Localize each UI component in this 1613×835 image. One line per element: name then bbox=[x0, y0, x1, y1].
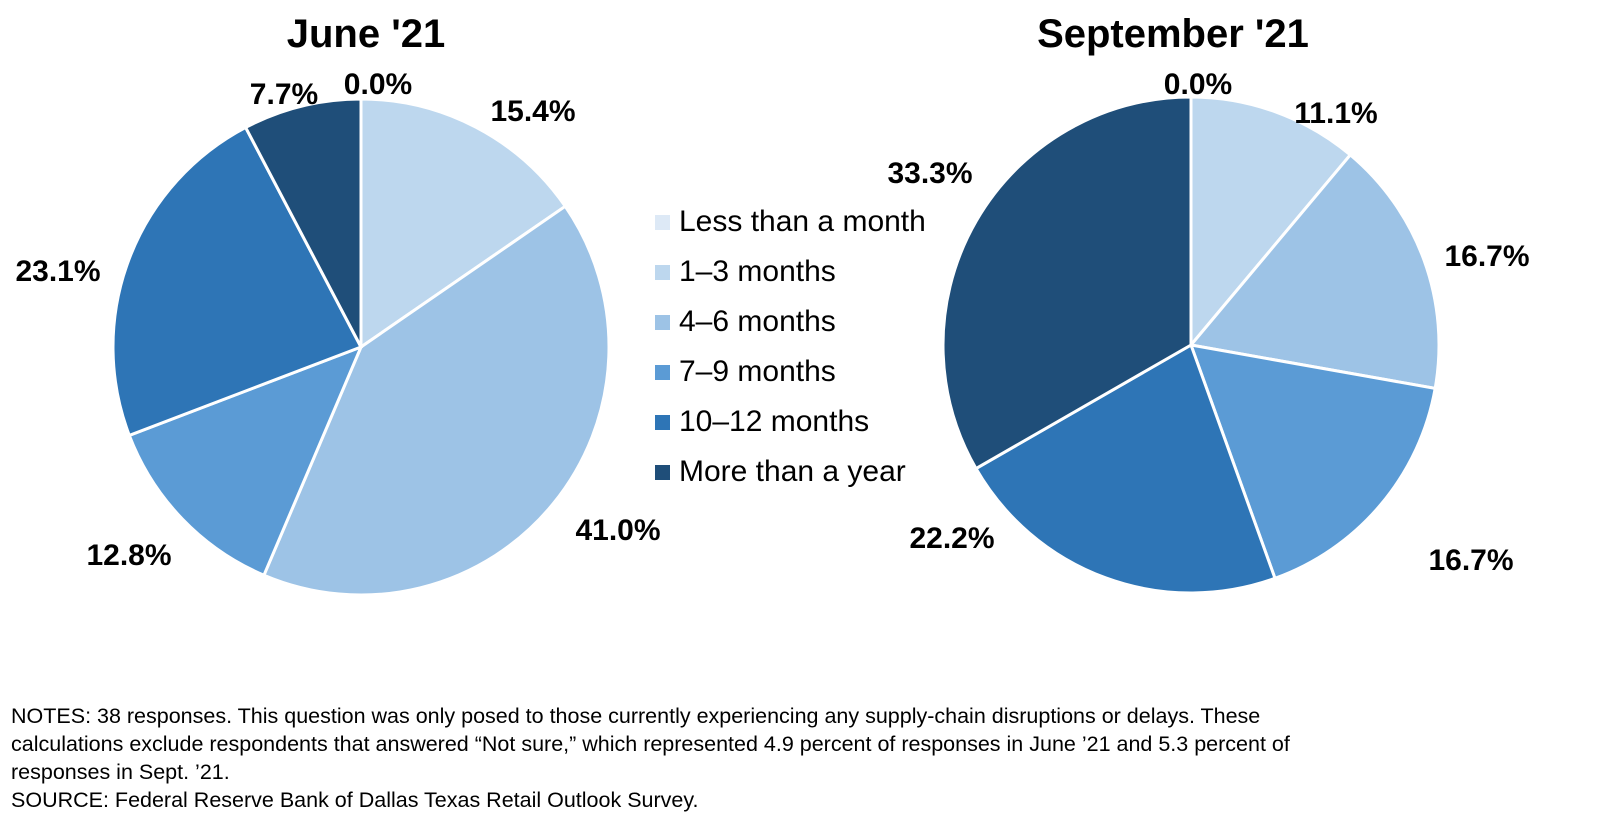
pie-slice-10-12-months bbox=[973, 342, 1277, 595]
pie-june-21: June '21 0.0% 15.4% 41.0% 12.8% 23.1% 7.7% bbox=[15, 12, 661, 597]
pie-slice-7-9-months bbox=[1188, 343, 1437, 581]
slice-label: 7.7% bbox=[250, 78, 318, 111]
pie-slice-4-6-months bbox=[1188, 152, 1441, 391]
pie-slice-4-6-months bbox=[261, 204, 611, 597]
slice-label: 11.1% bbox=[1294, 97, 1377, 130]
legend-item-10-12-months: 10–12 months bbox=[655, 397, 926, 447]
source-line: SOURCE: Federal Reserve Bank of Dallas T… bbox=[11, 788, 699, 812]
slice-label: 0.0% bbox=[344, 68, 412, 101]
legend-swatch bbox=[655, 264, 670, 280]
notes-line: responses in Sept. ’21. bbox=[11, 760, 230, 784]
legend-swatch bbox=[655, 314, 670, 330]
legend: Less than a month 1–3 months 4–6 months … bbox=[655, 197, 926, 497]
slice-label: 12.8% bbox=[86, 539, 171, 572]
legend-label: 7–9 months bbox=[679, 355, 836, 388]
slice-label: 23.1% bbox=[15, 255, 100, 288]
slice-label: 0.0% bbox=[1164, 68, 1232, 101]
legend-swatch bbox=[655, 464, 670, 480]
slice-label: 16.7% bbox=[1428, 544, 1513, 577]
slice-label: 16.7% bbox=[1444, 240, 1529, 273]
chart-title: June '21 bbox=[287, 12, 445, 56]
legend-label: More than a year bbox=[679, 455, 906, 488]
legend-swatch bbox=[655, 414, 670, 430]
legend-item-1-3-months: 1–3 months bbox=[655, 247, 926, 297]
slice-label: 15.4% bbox=[490, 95, 575, 128]
pie-september-21: September '21 0.0% 11.1% 16.7% 16.7% 22.2% 33.… bbox=[887, 12, 1530, 595]
chart-title: September '21 bbox=[1037, 12, 1309, 56]
pie-slice-10-12-months bbox=[111, 125, 364, 438]
pie-slice-1-3-months bbox=[359, 97, 568, 350]
legend-label: Less than a month bbox=[679, 205, 926, 238]
notes-line: NOTES: 38 responses. This question was o… bbox=[11, 704, 1261, 728]
legend-item-more-than-a-year: More than a year bbox=[655, 447, 926, 497]
legend-swatch bbox=[655, 364, 670, 380]
pie-slice-more-than-a-year bbox=[243, 97, 363, 348]
legend-item-4-6-months: 4–6 months bbox=[655, 297, 926, 347]
notes: NOTES: 38 responses. This question was o… bbox=[11, 702, 1601, 814]
legend-label: 4–6 months bbox=[679, 305, 836, 338]
pie-slice-1-3-months bbox=[1189, 95, 1353, 350]
legend-swatch bbox=[655, 214, 670, 230]
legend-item-less-than-a-month: Less than a month bbox=[655, 197, 926, 247]
slice-label: 41.0% bbox=[575, 514, 660, 547]
slice-label: 33.3% bbox=[887, 157, 972, 190]
notes-line: calculations exclude respondents that an… bbox=[11, 732, 1290, 756]
slice-label: 22.2% bbox=[909, 522, 994, 555]
pie-slice-7-9-months bbox=[127, 344, 364, 578]
legend-label: 10–12 months bbox=[679, 405, 870, 438]
legend-label: 1–3 months bbox=[679, 255, 836, 288]
legend-item-7-9-months: 7–9 months bbox=[655, 347, 926, 397]
pie-slice-more-than-a-year bbox=[941, 95, 1193, 471]
